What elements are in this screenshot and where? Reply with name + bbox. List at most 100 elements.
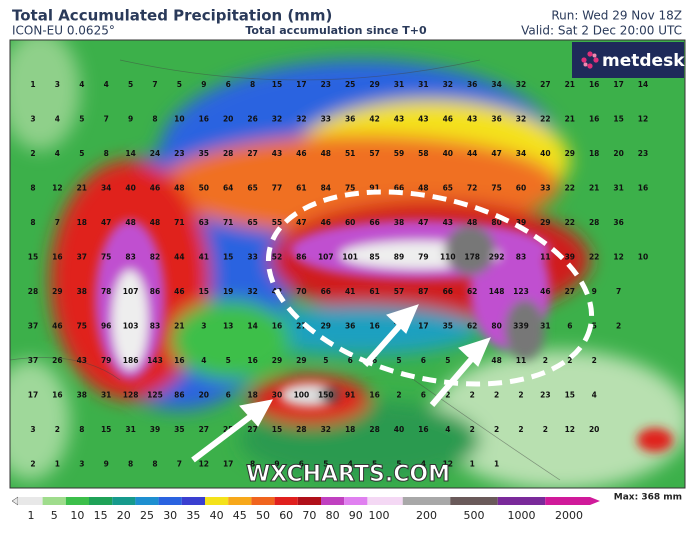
grid-value: 5 (323, 460, 328, 469)
grid-value: 65 (443, 184, 453, 193)
colorbar-swatch (497, 497, 546, 505)
grid-value: 47 (491, 149, 501, 158)
grid-value: 5 (445, 356, 450, 365)
grid-value: 2 (543, 425, 548, 434)
grid-value: 9 (128, 115, 133, 124)
grid-value: 62 (467, 287, 477, 296)
colorbar-right-cap (590, 497, 600, 505)
grid-value: 6 (226, 391, 231, 400)
grid-value: 8 (30, 218, 35, 227)
grid-value: 6 (421, 391, 426, 400)
grid-value: 26 (247, 115, 257, 124)
grid-value: 29 (296, 356, 306, 365)
colorbar-tick-label: 70 (302, 509, 316, 522)
grid-value: 15 (272, 425, 282, 434)
grid-value: 85 (369, 253, 379, 262)
colorbar-tick-label: 25 (140, 509, 154, 522)
grid-value: 89 (394, 253, 404, 262)
grid-value: 27 (565, 287, 575, 296)
grid-value: 46 (150, 184, 160, 193)
colorbar-tick-label: 35 (186, 509, 200, 522)
grid-value: 21 (77, 184, 87, 193)
grid-value: 16 (174, 356, 184, 365)
grid-value: 41 (199, 253, 209, 262)
grid-value: 4 (55, 149, 60, 158)
grid-value: 31 (418, 80, 428, 89)
grid-value: 36 (345, 115, 355, 124)
grid-value: 8 (250, 80, 255, 89)
grid-value: 18 (247, 391, 257, 400)
grid-value: 101 (342, 253, 358, 262)
colorbar-tick-label: 45 (233, 509, 247, 522)
grid-value: 5 (226, 356, 231, 365)
grid-value: 29 (52, 287, 62, 296)
grid-value: 27 (540, 80, 550, 89)
grid-value: 28 (296, 425, 306, 434)
grid-value: 87 (418, 287, 428, 296)
grid-value: 12 (443, 460, 453, 469)
grid-value: 50 (199, 184, 209, 193)
grid-value: 86 (174, 391, 184, 400)
grid-value: 2 (470, 391, 475, 400)
grid-value: 35 (199, 149, 209, 158)
grid-value: 178 (464, 253, 480, 262)
colorbar-swatch (274, 497, 298, 505)
grid-value: 58 (418, 149, 428, 158)
grid-value: 34 (516, 149, 526, 158)
grid-value: 3 (30, 115, 35, 124)
colorbar-tick-label: 10 (70, 509, 84, 522)
grid-value: 28 (369, 425, 379, 434)
grid-value: 75 (101, 253, 111, 262)
grid-value: 148 (489, 287, 505, 296)
grid-value: 8 (152, 115, 157, 124)
grid-value: 15 (223, 253, 233, 262)
grid-value: 47 (101, 218, 111, 227)
grid-value: 30 (272, 391, 282, 400)
grid-value: 2 (445, 391, 450, 400)
grid-value: 25 (223, 425, 233, 434)
grid-value: 17 (613, 80, 623, 89)
grid-value: 15 (28, 253, 38, 262)
grid-value: 48 (174, 184, 184, 193)
grid-value: 75 (77, 322, 87, 331)
grid-value: 31 (101, 391, 111, 400)
grid-value: 21 (174, 322, 184, 331)
grid-value: 18 (589, 149, 599, 158)
grid-value: 12 (565, 425, 575, 434)
grid-value: 46 (321, 218, 331, 227)
grid-value: 17 (296, 80, 306, 89)
grid-value: 5 (592, 322, 597, 331)
grid-value: 46 (52, 322, 62, 331)
grid-value: 15 (199, 287, 209, 296)
grid-value: 36 (345, 322, 355, 331)
grid-value: 24 (150, 149, 160, 158)
grid-value: 66 (394, 184, 404, 193)
grid-value: 11 (540, 253, 550, 262)
grid-value: 2 (518, 425, 523, 434)
grid-value: 37 (77, 253, 87, 262)
grid-value: 63 (199, 218, 209, 227)
grid-value: 48 (418, 184, 428, 193)
grid-value: 79 (101, 356, 111, 365)
grid-value: 17 (418, 322, 428, 331)
grid-value: 78 (101, 287, 111, 296)
colorbar-swatch (321, 497, 345, 505)
grid-value: 2 (470, 425, 475, 434)
grid-value: 75 (491, 184, 501, 193)
colorbar: 1 5 10 15 20 25 30 35 40 45 50 60 70 80 90 100 200 500 100… (11, 496, 600, 522)
grid-value: 103 (123, 322, 139, 331)
grid-value: 15 (613, 115, 623, 124)
grid-value: 16 (272, 322, 282, 331)
grid-value: 2 (543, 356, 548, 365)
colorbar-tick-label: 30 (163, 509, 177, 522)
colorbar-swatch (42, 497, 66, 505)
grid-value: 19 (223, 287, 233, 296)
colorbar-swatch (228, 497, 252, 505)
grid-value: 14 (638, 80, 648, 89)
grid-value: 14 (125, 149, 135, 158)
run: Run: Wed 29 Nov 18Z (551, 9, 682, 23)
grid-value: 4 (55, 115, 60, 124)
grid-value: 7 (104, 115, 109, 124)
grid-value: 55 (272, 218, 282, 227)
grid-value: 15 (272, 80, 282, 89)
